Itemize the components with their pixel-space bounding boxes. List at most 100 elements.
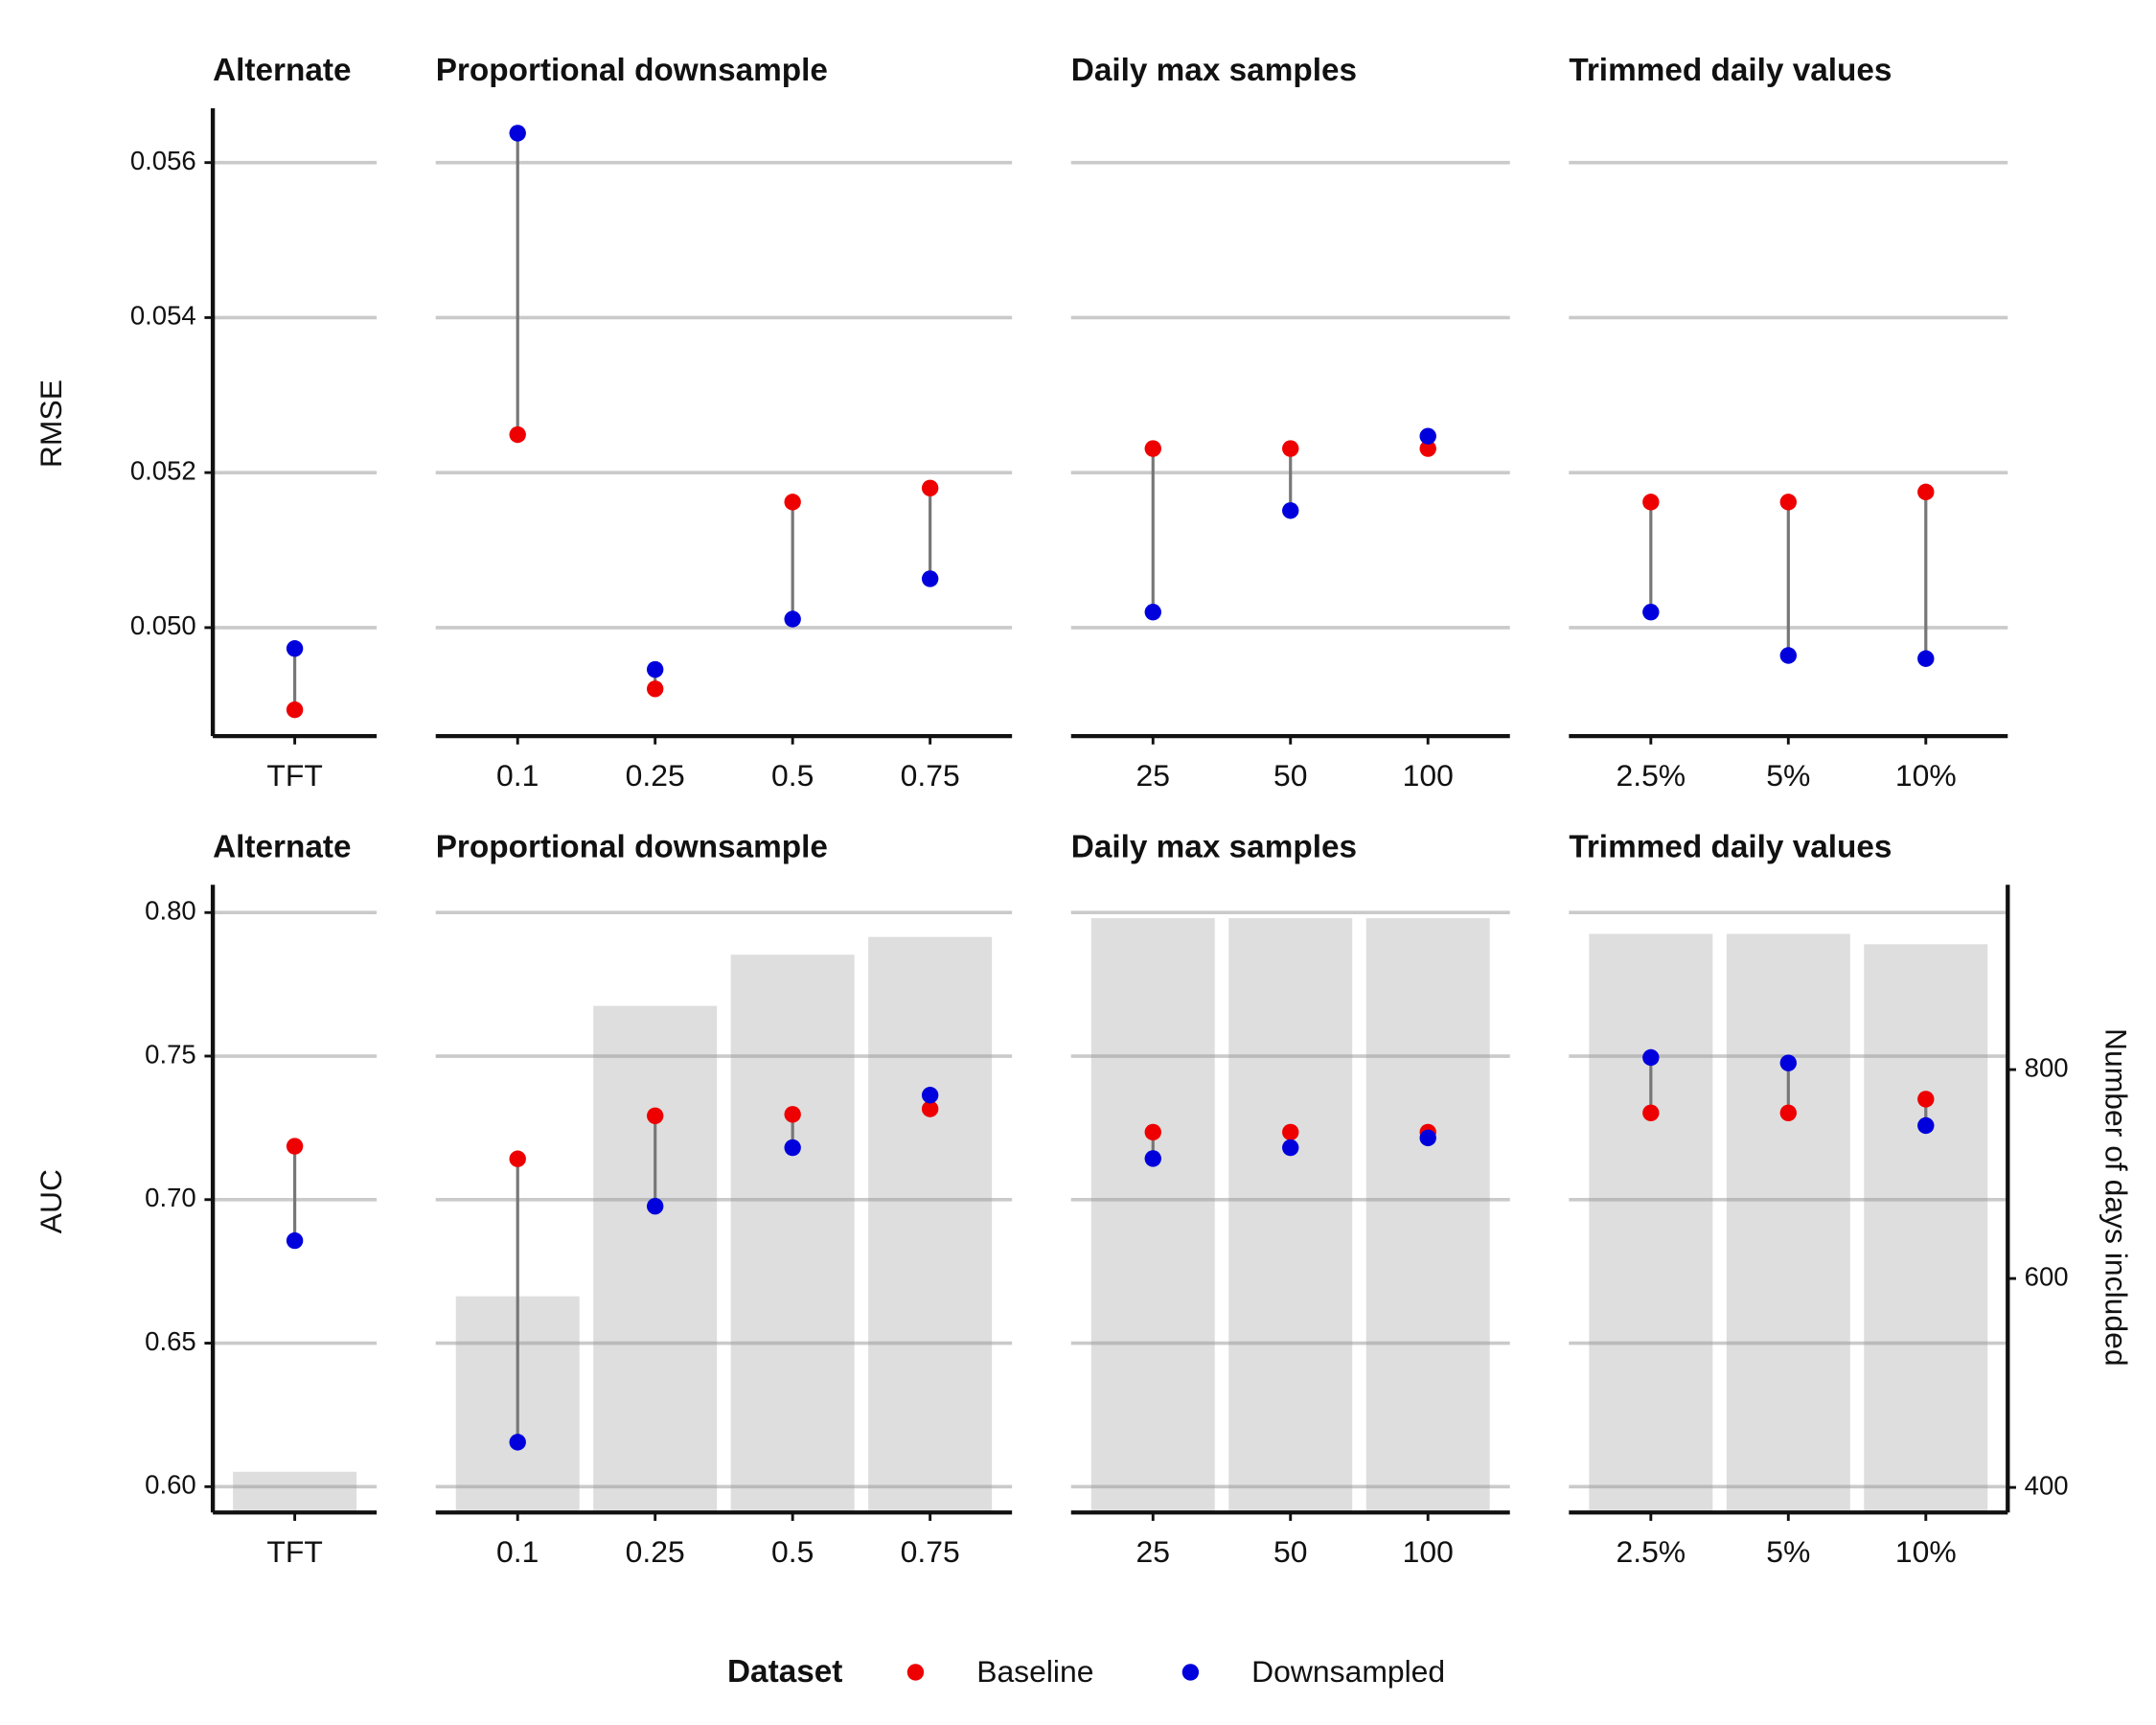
x-tick-label: 2.5%	[1616, 758, 1686, 793]
legend-label: Downsampled	[1251, 1654, 1445, 1689]
y-tick-label: 0.75	[145, 1039, 196, 1069]
baseline-point	[1144, 1123, 1161, 1141]
legend-marker	[906, 1664, 925, 1681]
x-tick-label: 0.5	[771, 1534, 814, 1569]
x-tick-label: 10%	[1895, 758, 1957, 793]
x-tick-label: TFT	[266, 1534, 322, 1569]
downsampled-point	[1144, 1150, 1161, 1167]
legend-title: Dataset	[727, 1654, 842, 1690]
facet-title: Daily max samples	[1071, 829, 1357, 864]
legend-marker	[1181, 1664, 1200, 1681]
downsampled-point	[286, 640, 304, 657]
bar	[233, 1471, 357, 1513]
y2-axis-label: Number of days included	[2099, 1028, 2134, 1367]
baseline-point	[1282, 440, 1299, 457]
x-tick-label: 0.1	[496, 758, 539, 793]
downsampled-point	[921, 1087, 939, 1104]
y-tick-label: 0.052	[130, 455, 196, 485]
x-tick-label: 0.75	[901, 758, 960, 793]
bar	[1228, 918, 1353, 1513]
downsampled-point	[784, 1138, 801, 1157]
bar	[868, 936, 993, 1513]
x-tick-label: 50	[1273, 758, 1307, 793]
baseline-point	[1779, 494, 1797, 511]
downsampled-point	[1642, 1048, 1660, 1067]
downsampled-point	[1779, 647, 1797, 664]
baseline-point	[647, 1107, 664, 1125]
baseline-point	[1419, 440, 1436, 457]
y-tick-label: 0.056	[130, 146, 196, 175]
baseline-point	[647, 680, 664, 698]
downsampled-point	[647, 1197, 664, 1215]
bar	[1726, 933, 1850, 1513]
baseline-point	[1917, 1091, 1935, 1108]
baseline-point	[286, 1138, 304, 1155]
facet-title: Proportional downsample	[436, 53, 828, 88]
baseline-point	[509, 426, 526, 444]
x-tick-label: 100	[1403, 758, 1454, 793]
baseline-point	[1144, 440, 1161, 457]
baseline-point	[1642, 1104, 1660, 1122]
baseline-point	[1917, 483, 1935, 501]
bar	[1090, 918, 1215, 1513]
baseline-point	[286, 701, 304, 719]
downsampled-point	[509, 125, 526, 142]
downsampled-point	[286, 1231, 304, 1250]
y-tick-label: 0.054	[130, 301, 196, 331]
downsampled-point	[1419, 427, 1436, 445]
baseline-point	[509, 1150, 526, 1167]
x-tick-label: 5%	[1766, 758, 1810, 793]
downsampled-point	[1282, 1138, 1299, 1157]
x-tick-label: 10%	[1895, 1534, 1957, 1569]
x-tick-label: 0.5	[771, 758, 814, 793]
y-axis-label: RMSE	[34, 380, 68, 468]
x-tick-label: 0.1	[496, 1534, 539, 1569]
x-tick-label: 25	[1136, 758, 1170, 793]
bar	[730, 954, 855, 1513]
bar	[1589, 933, 1713, 1513]
downsampled-point	[1642, 604, 1660, 621]
y-tick-label: 0.70	[145, 1183, 196, 1212]
baseline-point	[1282, 1123, 1299, 1141]
x-tick-label: 2.5%	[1616, 1534, 1686, 1569]
downsampled-point	[1282, 502, 1299, 519]
downsampled-point	[1779, 1054, 1797, 1071]
bar	[1365, 918, 1490, 1513]
bar	[1864, 944, 1988, 1513]
x-tick-label: 0.25	[626, 758, 685, 793]
bar	[593, 1005, 718, 1513]
x-tick-label: 100	[1403, 1534, 1454, 1569]
facet-title: Trimmed daily values	[1569, 53, 1892, 88]
downsampled-point	[1917, 1116, 1935, 1135]
y-tick-label: 0.80	[145, 896, 196, 926]
facet-title: Trimmed daily values	[1569, 829, 1892, 864]
downsampled-point	[1917, 650, 1935, 667]
x-tick-label: 25	[1136, 1534, 1170, 1569]
x-tick-label: 50	[1273, 1534, 1307, 1569]
baseline-point	[921, 1100, 939, 1117]
y2-tick-label: 600	[2025, 1261, 2069, 1291]
downsampled-point	[509, 1434, 526, 1451]
y2-tick-label: 400	[2025, 1470, 2069, 1500]
facet-title: Daily max samples	[1071, 53, 1357, 88]
baseline-point	[1779, 1104, 1797, 1122]
x-tick-label: 0.25	[626, 1534, 685, 1569]
y-tick-label: 0.60	[145, 1470, 196, 1500]
baseline-point	[1642, 494, 1660, 511]
facet-title: Alternate	[213, 53, 351, 88]
downsampled-point	[784, 610, 801, 628]
legend-label: Baseline	[976, 1654, 1093, 1689]
y2-tick-label: 800	[2025, 1052, 2069, 1082]
downsampled-point	[647, 660, 664, 678]
downsampled-point	[1419, 1129, 1436, 1147]
downsampled-point	[1144, 604, 1161, 621]
y-tick-label: 0.65	[145, 1326, 196, 1356]
y-tick-label: 0.050	[130, 610, 196, 640]
x-tick-label: 0.75	[901, 1534, 960, 1569]
baseline-point	[784, 494, 801, 511]
facet-title: Proportional downsample	[436, 829, 828, 864]
facet-title: Alternate	[213, 829, 351, 864]
baseline-point	[921, 479, 939, 497]
baseline-point	[784, 1106, 801, 1123]
